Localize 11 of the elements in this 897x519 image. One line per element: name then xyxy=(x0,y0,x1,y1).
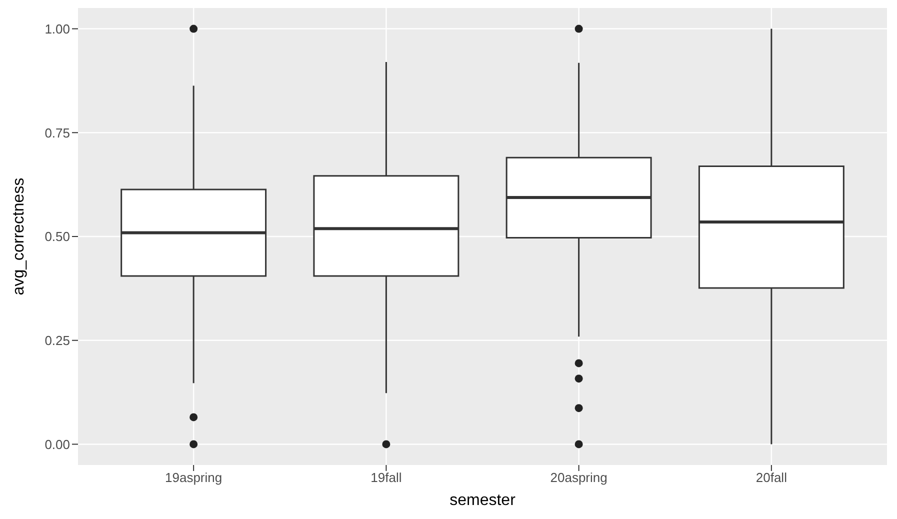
y-tick-label: 0.25 xyxy=(44,332,70,348)
x-tick-label: 19aspring xyxy=(165,470,222,486)
x-tick-label: 20fall xyxy=(756,470,788,486)
x-axis-title: semester xyxy=(450,492,516,509)
x-tick-label: 20aspring xyxy=(550,470,608,486)
y-axis-title: avg_correctness xyxy=(10,178,28,296)
y-tick-label: 0.75 xyxy=(44,125,70,140)
y-tick-label: 1.00 xyxy=(44,21,70,36)
y-tick-label: 0.00 xyxy=(44,436,70,452)
y-tick-label: 0.50 xyxy=(44,229,70,244)
x-tick-label: 19fall xyxy=(370,470,402,486)
